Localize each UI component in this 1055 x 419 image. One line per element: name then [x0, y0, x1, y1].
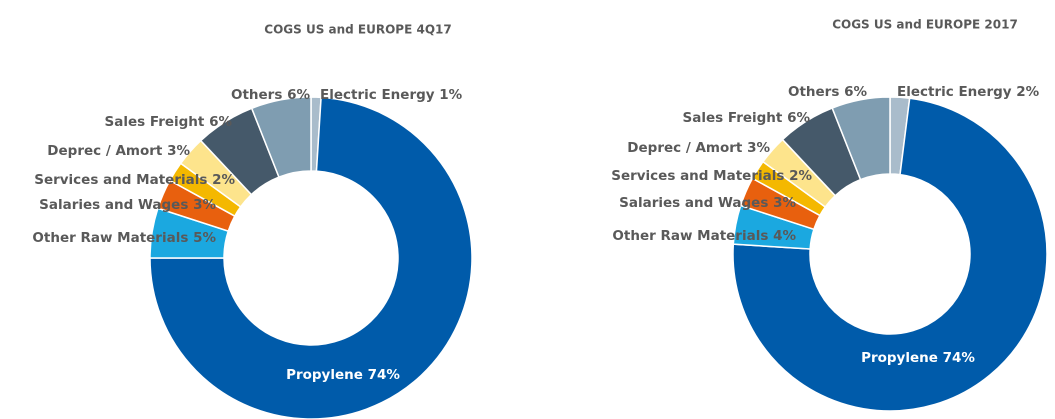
slice-label: Others 6% [231, 87, 310, 103]
slice-label: Electric Energy 2% [897, 84, 1040, 100]
category-name: Others [788, 84, 839, 100]
category-name: Sales Freight [104, 114, 204, 130]
value-label: 3% [193, 197, 216, 213]
value-label: 3% [167, 143, 190, 159]
slice-label: Sales Freight 6% [682, 110, 810, 126]
value-label: 74% [943, 350, 976, 366]
slice-label: Salaries and Wages 3% [619, 195, 796, 211]
category-name: Others [231, 87, 282, 103]
donut-slice [250, 96, 312, 179]
category-name: Services and Materials [34, 172, 207, 188]
chart-title: COGS US and EUROPE 4Q17 [264, 23, 451, 37]
value-label: 2% [212, 172, 235, 188]
slice-label: Other Raw Materials 4% [612, 228, 796, 244]
value-label: 6% [787, 110, 810, 126]
slice-label: Propylene 74% [286, 367, 400, 383]
slice-label: Propylene 74% [861, 350, 975, 366]
value-label: 6% [287, 87, 310, 103]
slice-label: Deprec / Amort 3% [47, 143, 190, 159]
donut-slice [732, 97, 1048, 412]
category-name: Sales Freight [682, 110, 782, 126]
category-name: Other Raw Materials [32, 230, 188, 246]
value-label: 6% [844, 84, 867, 100]
category-name: Deprec / Amort [627, 140, 743, 156]
donut-slice [149, 96, 473, 419]
slice-label: Deprec / Amort 3% [627, 140, 770, 156]
category-name: Electric Energy [897, 84, 1012, 100]
category-name: Services and Materials [611, 168, 784, 184]
value-label: 4% [773, 228, 796, 244]
slice-label: Other Raw Materials 5% [32, 230, 216, 246]
category-name: Propylene [861, 350, 938, 366]
value-label: 2% [789, 168, 812, 184]
slice-label: Electric Energy 1% [320, 87, 463, 103]
value-label: 2% [1016, 84, 1039, 100]
slice-label: Services and Materials 2% [611, 168, 812, 184]
slice-label: Services and Materials 2% [34, 172, 235, 188]
category-name: Other Raw Materials [612, 228, 768, 244]
category-name: Salaries and Wages [619, 195, 768, 211]
slice-label: Sales Freight 6% [104, 114, 232, 130]
value-label: 5% [193, 230, 216, 246]
value-label: 1% [439, 87, 462, 103]
value-label: 3% [747, 140, 770, 156]
category-name: Propylene [286, 367, 363, 383]
category-name: Deprec / Amort [47, 143, 163, 159]
slice-label: Salaries and Wages 3% [39, 197, 216, 213]
donut-slice [831, 96, 891, 181]
value-label: 3% [773, 195, 796, 211]
slice-label: Others 6% [788, 84, 867, 100]
chart-title: COGS US and EUROPE 2017 [832, 18, 1018, 32]
category-name: Electric Energy [320, 87, 435, 103]
value-label: 6% [209, 114, 232, 130]
value-label: 74% [368, 367, 401, 383]
category-name: Salaries and Wages [39, 197, 188, 213]
